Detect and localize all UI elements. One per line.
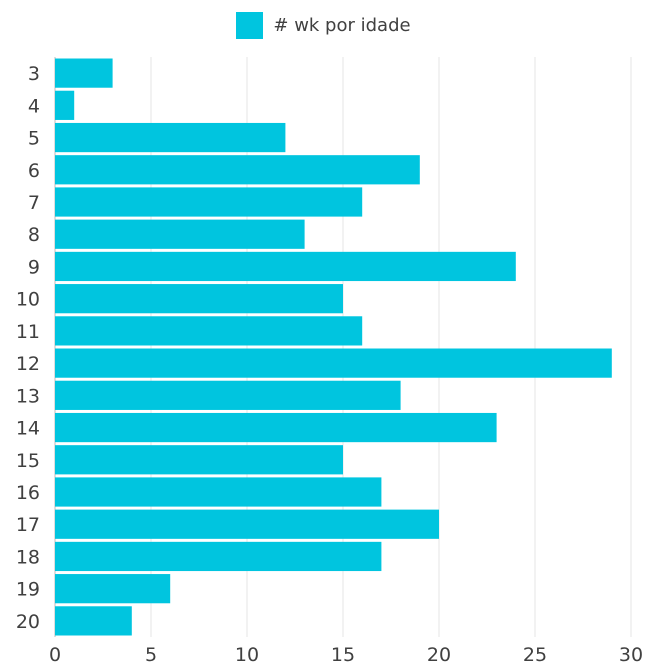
bar (55, 59, 113, 88)
y-tick-label: 20 (16, 611, 40, 633)
bar (55, 445, 343, 474)
bar (55, 413, 497, 442)
y-tick-label: 15 (16, 450, 40, 472)
y-tick-label: 18 (16, 546, 40, 568)
y-tick-label: 8 (28, 224, 40, 246)
bar (55, 155, 420, 184)
y-tick-label: 3 (28, 63, 40, 85)
x-tick-label: 20 (427, 644, 451, 666)
bar (55, 510, 439, 539)
y-tick-label: 11 (16, 321, 40, 343)
y-tick-label: 13 (16, 385, 40, 407)
bar (55, 477, 381, 506)
bar (55, 381, 401, 410)
bar (55, 574, 170, 603)
bar (55, 123, 285, 152)
bar (55, 252, 516, 281)
x-tick-label: 5 (145, 644, 157, 666)
y-tick-label: 7 (28, 192, 40, 214)
bar (55, 316, 362, 345)
bar (55, 91, 74, 120)
y-tick-label: 10 (16, 289, 40, 311)
bar (55, 606, 132, 635)
y-tick-label: 14 (16, 418, 40, 440)
y-tick-label: 19 (16, 579, 40, 601)
bar (55, 284, 343, 313)
y-tick-label: 17 (16, 514, 40, 536)
y-tick-label: 4 (28, 95, 40, 117)
x-axis-labels: 0 5 10 15 20 25 30 (49, 644, 643, 666)
x-tick-label: 15 (331, 644, 355, 666)
x-tick-label: 10 (235, 644, 259, 666)
bar (55, 187, 362, 216)
y-tick-label: 9 (28, 256, 40, 278)
x-tick-label: 25 (523, 644, 547, 666)
bar (55, 220, 305, 249)
bar (55, 542, 381, 571)
y-tick-label: 16 (16, 482, 40, 504)
y-tick-label: 6 (28, 160, 40, 182)
bar (55, 349, 612, 378)
y-axis-labels: 3 4 5 6 7 8 9 10 11 12 13 14 15 16 17 18 19 20 (16, 63, 40, 633)
y-tick-label: 5 (28, 128, 40, 150)
bars (55, 59, 612, 636)
y-tick-label: 12 (16, 353, 40, 375)
x-tick-label: 0 (49, 644, 61, 666)
x-tick-label: 30 (619, 644, 643, 666)
